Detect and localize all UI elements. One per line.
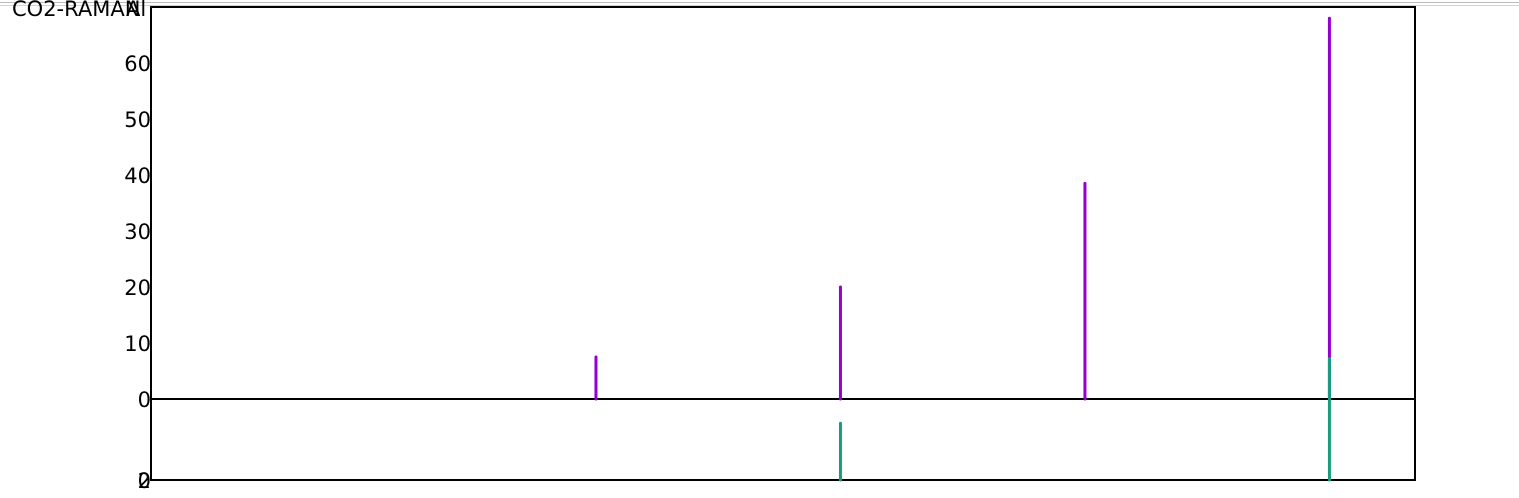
window-edge-line [0, 2, 1519, 3]
y-tick-label-upper: 20 [124, 276, 151, 300]
chart-title: CO2-RAMAN [12, 0, 140, 21]
y-tick-label-lower: 2 [138, 469, 151, 493]
y-tick-label-upper: 50 [124, 108, 151, 132]
plot-frame-upper [150, 6, 1416, 400]
plot-frame-lower [150, 398, 1416, 481]
y-tick-label-upper: 10 [124, 332, 151, 356]
window-edge-line-secondary [0, 5, 1519, 6]
y-tick-label-upper: 0 [138, 388, 151, 412]
y-tick-label-lower: 0 [138, 469, 151, 493]
y-tick-label-upper: 60 [124, 52, 151, 76]
y-tick-label-upper: 30 [124, 220, 151, 244]
y-tick-label-upper: 40 [124, 164, 151, 188]
chart-title-overlap: Al [126, 0, 146, 21]
